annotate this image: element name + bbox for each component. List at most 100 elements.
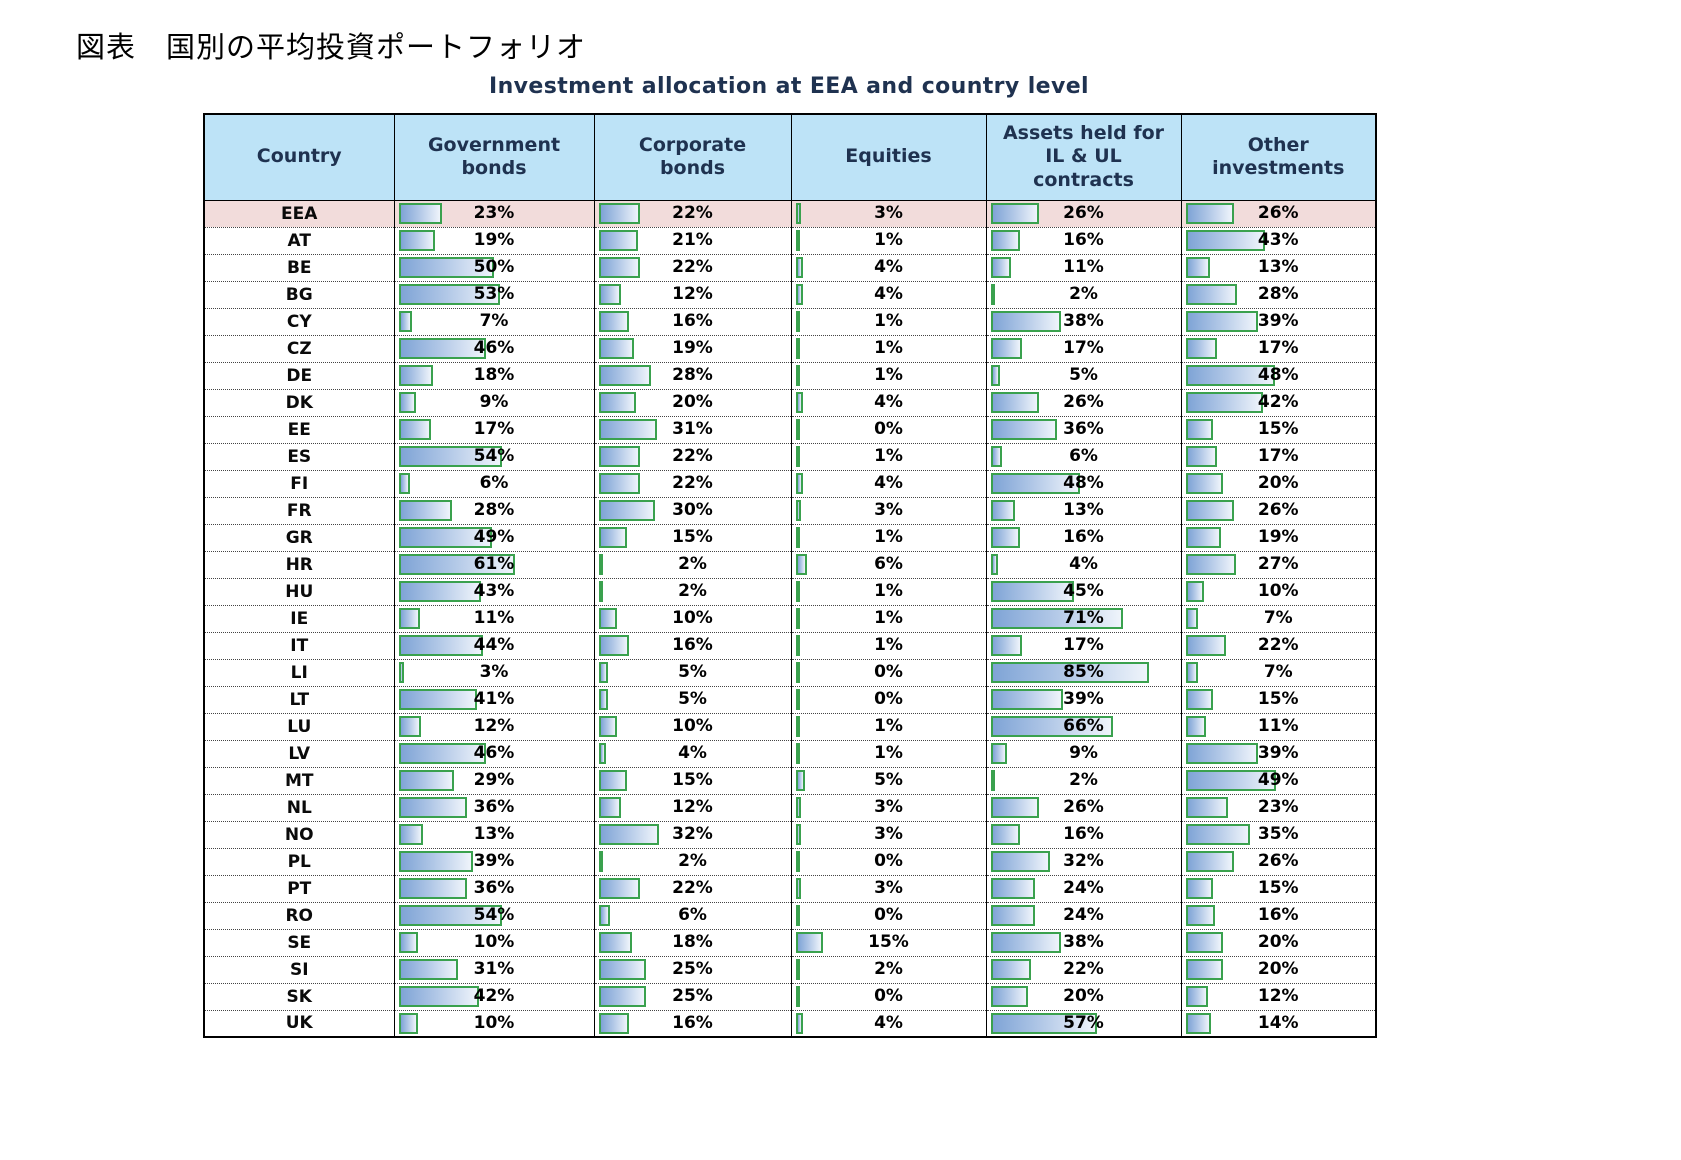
data-bar	[598, 230, 638, 251]
percent-value: 5%	[1069, 365, 1098, 385]
value-cell: 12%	[1180, 983, 1376, 1011]
value-cell: 5%	[985, 362, 1181, 390]
value-cell: 10%	[593, 713, 791, 741]
bar-container: 4%	[795, 257, 982, 278]
value-cell: 26%	[985, 200, 1181, 228]
value-cell: 22%	[985, 956, 1181, 984]
column-header: Other investments	[1180, 114, 1376, 201]
bar-container: 23%	[398, 203, 590, 224]
value-cell: 41%	[393, 686, 594, 714]
percent-value: 5%	[874, 770, 903, 790]
data-bar	[795, 392, 803, 413]
value-cell: 13%	[1180, 254, 1376, 282]
data-bar	[598, 689, 608, 710]
data-bar	[990, 797, 1039, 818]
data-bar	[795, 500, 802, 521]
bar-container: 19%	[1185, 527, 1372, 548]
percent-value: 5%	[678, 689, 707, 709]
percent-value: 45%	[1063, 581, 1104, 601]
data-bar	[1185, 338, 1218, 359]
bar-container: 10%	[598, 608, 787, 629]
value-cell: 22%	[593, 254, 791, 282]
value-cell: 2%	[593, 578, 791, 606]
value-cell: 28%	[593, 362, 791, 390]
bar-container: 29%	[398, 770, 590, 791]
data-bar	[990, 284, 995, 305]
bar-container: 2%	[598, 851, 787, 872]
percent-value: 36%	[473, 878, 515, 898]
percent-value: 3%	[874, 203, 903, 223]
percent-value: 3%	[874, 824, 903, 844]
percent-value: 26%	[1063, 392, 1104, 412]
data-bar	[398, 851, 473, 872]
bar-container: 28%	[598, 365, 787, 386]
data-bar	[1185, 1012, 1212, 1034]
value-cell: 2%	[985, 281, 1181, 309]
bar-container: 22%	[598, 446, 787, 467]
bar-container: 6%	[398, 473, 590, 494]
percent-value: 29%	[473, 770, 515, 790]
bar-container: 36%	[398, 797, 590, 818]
value-cell: 0%	[790, 659, 986, 687]
column-header: Equities	[790, 114, 986, 201]
percent-value: 4%	[874, 257, 903, 277]
bar-container: 3%	[398, 662, 590, 683]
percent-value: 10%	[473, 932, 515, 952]
data-bar	[795, 986, 800, 1007]
data-bar	[398, 581, 481, 602]
value-cell: 17%	[985, 335, 1181, 363]
data-bar	[990, 635, 1023, 656]
value-cell: 36%	[985, 416, 1181, 444]
bar-container: 66%	[990, 716, 1177, 737]
bar-container: 13%	[398, 824, 590, 845]
data-bar	[598, 446, 640, 467]
data-bar	[1185, 824, 1251, 845]
bar-container: 85%	[990, 662, 1177, 683]
figure-caption: 図表 国別の平均投資ポートフォリオ	[76, 30, 587, 64]
data-bar	[1185, 662, 1199, 683]
data-bar	[398, 284, 500, 305]
data-bar	[990, 959, 1032, 980]
table-row: DE 18% 28% 1% 5% 48%	[204, 362, 1376, 390]
value-cell: 24%	[985, 875, 1181, 903]
value-cell: 10%	[393, 929, 594, 957]
data-bar	[398, 473, 410, 494]
data-bar	[990, 338, 1023, 359]
bar-container: 1%	[795, 338, 982, 359]
data-bar	[1185, 905, 1216, 926]
data-bar	[990, 851, 1051, 872]
percent-value: 0%	[874, 662, 903, 682]
country-label: NO	[204, 821, 394, 849]
value-cell: 20%	[985, 983, 1181, 1011]
percent-value: 16%	[672, 1012, 713, 1033]
value-cell: 43%	[1180, 227, 1376, 255]
value-cell: 3%	[790, 875, 986, 903]
value-cell: 16%	[985, 524, 1181, 552]
percent-value: 14%	[1257, 1012, 1299, 1033]
data-bar	[1185, 527, 1221, 548]
data-bar	[1185, 473, 1223, 494]
percent-value: 39%	[1257, 743, 1299, 763]
percent-value: 23%	[1257, 797, 1299, 817]
bar-container: 3%	[795, 797, 982, 818]
percent-value: 24%	[1063, 878, 1104, 898]
data-bar	[398, 608, 420, 629]
value-cell: 0%	[790, 983, 986, 1011]
data-bar	[1185, 797, 1229, 818]
data-bar	[598, 554, 603, 575]
value-cell: 26%	[1180, 200, 1376, 228]
value-cell: 28%	[1180, 281, 1376, 309]
value-cell: 1%	[790, 227, 986, 255]
bar-container: 10%	[398, 932, 590, 953]
data-bar	[990, 446, 1002, 467]
country-label: FI	[204, 470, 394, 498]
data-bar	[1185, 716, 1206, 737]
value-cell: 4%	[790, 389, 986, 417]
bar-container: 13%	[990, 500, 1177, 521]
country-label: DK	[204, 389, 394, 417]
data-bar	[398, 743, 487, 764]
country-label: FR	[204, 497, 394, 525]
percent-value: 25%	[672, 986, 713, 1006]
data-bar	[598, 284, 622, 305]
data-bar	[795, 716, 800, 737]
